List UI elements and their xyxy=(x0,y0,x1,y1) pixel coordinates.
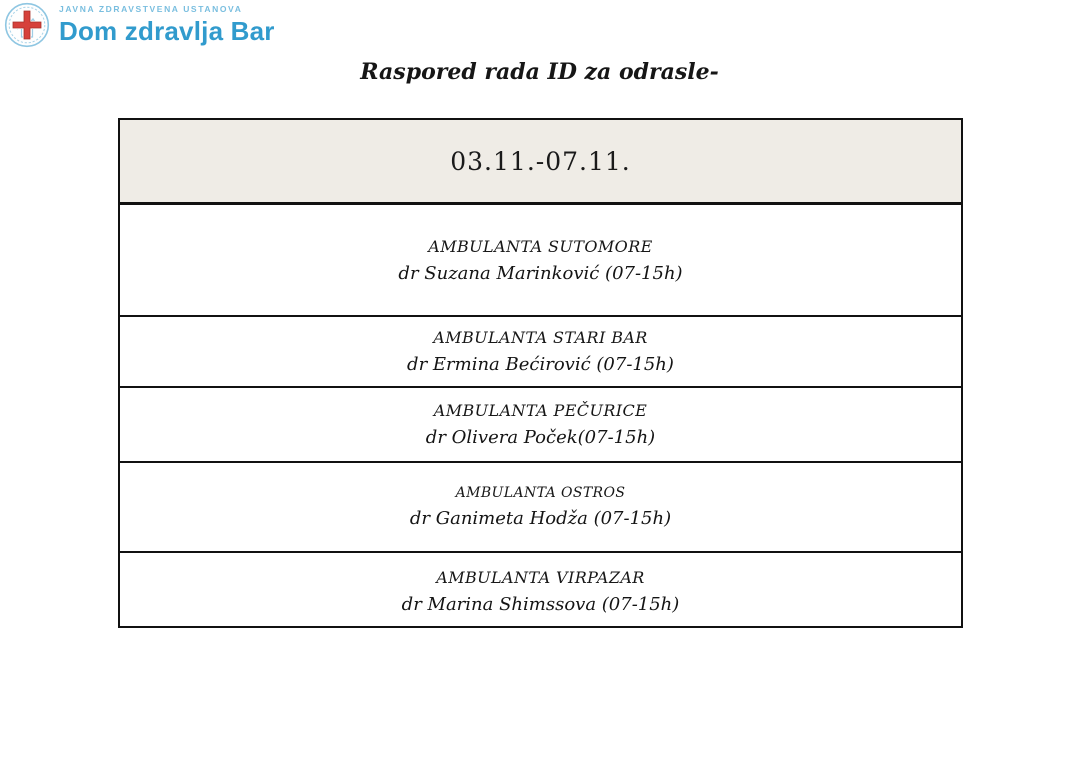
health-center-seal-icon xyxy=(4,2,50,48)
clinic-name: AMBULANTA SUTOMORE xyxy=(428,236,653,256)
page-title: Raspored rada ID za odrasle- xyxy=(360,59,719,85)
clinic-name: AMBULANTA VIRPAZAR xyxy=(436,568,645,587)
red-cross-icon xyxy=(12,10,42,40)
table-row: AMBULANTA SUTOMORE dr Suzana Marinković … xyxy=(120,205,961,315)
clinic-name: AMBULANTA STARI BAR xyxy=(433,328,648,347)
schedule-table: 03.11.-07.11. AMBULANTA SUTOMORE dr Suza… xyxy=(118,118,963,628)
logo: JAVNA ZDRAVSTVENA USTANOVA Dom zdravlja … xyxy=(4,2,275,48)
doctor-name: dr Marina Shimssova (07-15h) xyxy=(401,594,680,615)
clinic-name: AMBULANTA OSTROS xyxy=(455,485,626,501)
doctor-name: dr Olivera Poček(07-15h) xyxy=(425,427,656,448)
doctor-name: dr Ganimeta Hodža (07-15h) xyxy=(409,508,672,529)
table-body: AMBULANTA SUTOMORE dr Suzana Marinković … xyxy=(120,205,961,630)
doctor-name: dr Ermina Bećirović (07-15h) xyxy=(407,354,674,375)
logo-name: Dom zdravlja Bar xyxy=(59,15,275,46)
logo-tagline: JAVNA ZDRAVSTVENA USTANOVA xyxy=(59,3,243,14)
table-row: AMBULANTA PEČURICE dr Olivera Poček(07-1… xyxy=(120,386,961,461)
clinic-name: AMBULANTA PEČURICE xyxy=(433,401,648,420)
table-row: AMBULANTA OSTROS dr Ganimeta Hodža (07-1… xyxy=(120,461,961,551)
date-range: 03.11.-07.11. xyxy=(450,146,631,176)
logo-text: JAVNA ZDRAVSTVENA USTANOVA Dom zdravlja … xyxy=(59,4,275,47)
table-row: AMBULANTA VIRPAZAR dr Marina Shimssova (… xyxy=(120,551,961,630)
doctor-name: dr Suzana Marinković (07-15h) xyxy=(398,262,683,284)
table-row: AMBULANTA STARI BAR dr Ermina Bećirović … xyxy=(120,315,961,386)
table-header-cell: 03.11.-07.11. xyxy=(120,120,961,205)
